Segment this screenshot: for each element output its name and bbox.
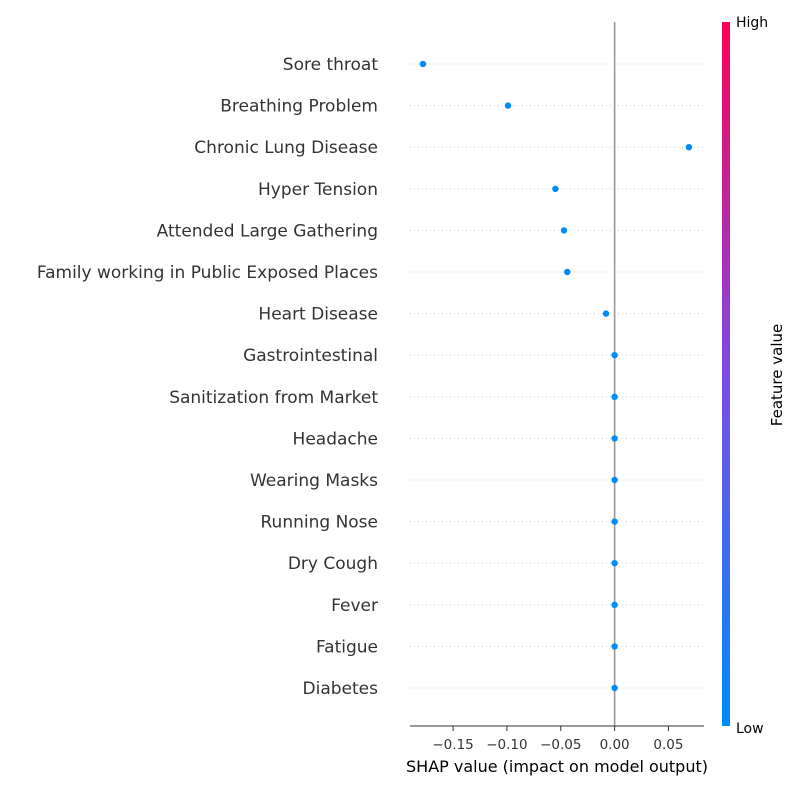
feature-label: Headache: [293, 429, 378, 449]
x-tick-label: −0.15: [432, 737, 473, 753]
feature-label: Attended Large Gathering: [157, 221, 378, 241]
shap-point: [611, 684, 618, 692]
colorbar-low-label: Low: [736, 721, 764, 737]
shap-point: [611, 560, 618, 567]
colorbar-high-label: High: [736, 15, 768, 31]
feature-label: Gastrointestinal: [243, 346, 378, 366]
feature-label: Running Nose: [261, 513, 379, 533]
feature-label: Hyper Tension: [258, 180, 378, 200]
feature-label: Breathing Problem: [220, 97, 378, 117]
shap-point: [611, 643, 618, 650]
shap-point: [611, 393, 618, 400]
shap-point: [419, 60, 427, 68]
shap-point: [611, 601, 618, 608]
feature-label: Fatigue: [316, 637, 378, 657]
shap-point: [564, 268, 571, 276]
feature-label: Diabetes: [303, 679, 379, 699]
feature-label: Fever: [331, 596, 378, 616]
feature-labels: Sore throat Breathing Problem Chronic Lung…: [37, 55, 378, 699]
shap-point: [685, 144, 693, 151]
shap-point: [611, 435, 618, 442]
shap-point: [560, 227, 568, 234]
shap-point: [552, 185, 559, 192]
shap-point: [611, 476, 618, 484]
colorbar: High Low Feature value: [722, 15, 786, 737]
feature-label: Sore throat: [283, 55, 379, 75]
shap-point: [504, 102, 512, 109]
feature-label: Dry Cough: [288, 554, 378, 574]
feature-label: Chronic Lung Disease: [194, 138, 378, 158]
feature-label: Family working in Public Exposed Places: [37, 263, 378, 283]
colorbar-title: Feature value: [768, 324, 786, 426]
x-tick-label: −0.05: [540, 737, 581, 753]
x-tick-label: −0.10: [486, 737, 527, 753]
x-axis-title: SHAP value (impact on model output): [406, 757, 708, 776]
feature-label: Sanitization from Market: [169, 388, 378, 408]
row-guides: [410, 63, 704, 689]
shap-point: [602, 310, 610, 317]
colorbar-gradient: [722, 22, 730, 726]
data-points: [419, 60, 693, 692]
feature-label: Heart Disease: [258, 305, 378, 325]
x-axis: −0.15 −0.10 −0.05 0.00 0.05: [410, 725, 704, 753]
shap-point: [611, 518, 618, 525]
shap-point: [611, 352, 618, 359]
x-tick-label: 0.00: [600, 737, 630, 753]
x-tick-label: 0.05: [653, 737, 683, 753]
feature-label: Wearing Masks: [250, 471, 378, 491]
